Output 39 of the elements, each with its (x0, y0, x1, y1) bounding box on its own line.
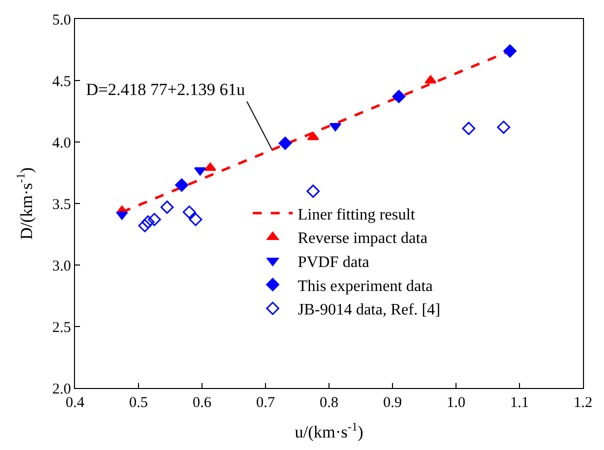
point (307, 132, 320, 140)
x-tick-label: 0.7 (256, 395, 276, 411)
x-tick-label: 0.6 (192, 395, 212, 411)
point (175, 178, 188, 192)
point (182, 206, 196, 219)
point (278, 136, 292, 150)
point (462, 122, 476, 136)
point (392, 90, 406, 104)
x-tick-label: 0.5 (129, 395, 148, 411)
y-tick-label: 2.0 (52, 381, 71, 398)
point (116, 212, 128, 220)
y-tick-label: 4.5 (52, 74, 71, 90)
point (148, 212, 161, 226)
point (141, 215, 155, 229)
x-tick-label: 0.9 (383, 395, 402, 411)
point (194, 167, 206, 176)
legend-label: Liner fitting result (298, 206, 416, 224)
point (138, 219, 152, 232)
y-tick-label: 3.5 (52, 196, 71, 213)
y-tick-label: 5.0 (52, 12, 71, 28)
point (503, 44, 517, 58)
point (189, 212, 202, 226)
x-axis-title: u/(km·s$^{-1}$) (294, 419, 364, 442)
legend-label: This experiment data (298, 278, 433, 295)
y-tick-label: 2.5 (52, 320, 71, 336)
x-tick-label: 1.2 (574, 395, 592, 411)
x-tick-label: 1.1 (510, 395, 529, 411)
annotation: D=2.418 77+2.139 61u (86, 80, 246, 99)
point (160, 200, 174, 214)
point (306, 184, 320, 198)
x-tick-label: 1.0 (446, 395, 466, 411)
y-tick-label: 3.0 (52, 258, 71, 274)
legend-label: Reverse impact data (298, 230, 428, 248)
legend-label: PVDF data (298, 254, 370, 272)
y-tick-label: 4.0 (52, 135, 71, 152)
point (497, 120, 510, 134)
legend-label: JB-9014 data, Ref. [4] (298, 302, 440, 319)
x-tick-label: 0.4 (66, 395, 85, 411)
x-tick-label: 0.8 (320, 395, 338, 411)
